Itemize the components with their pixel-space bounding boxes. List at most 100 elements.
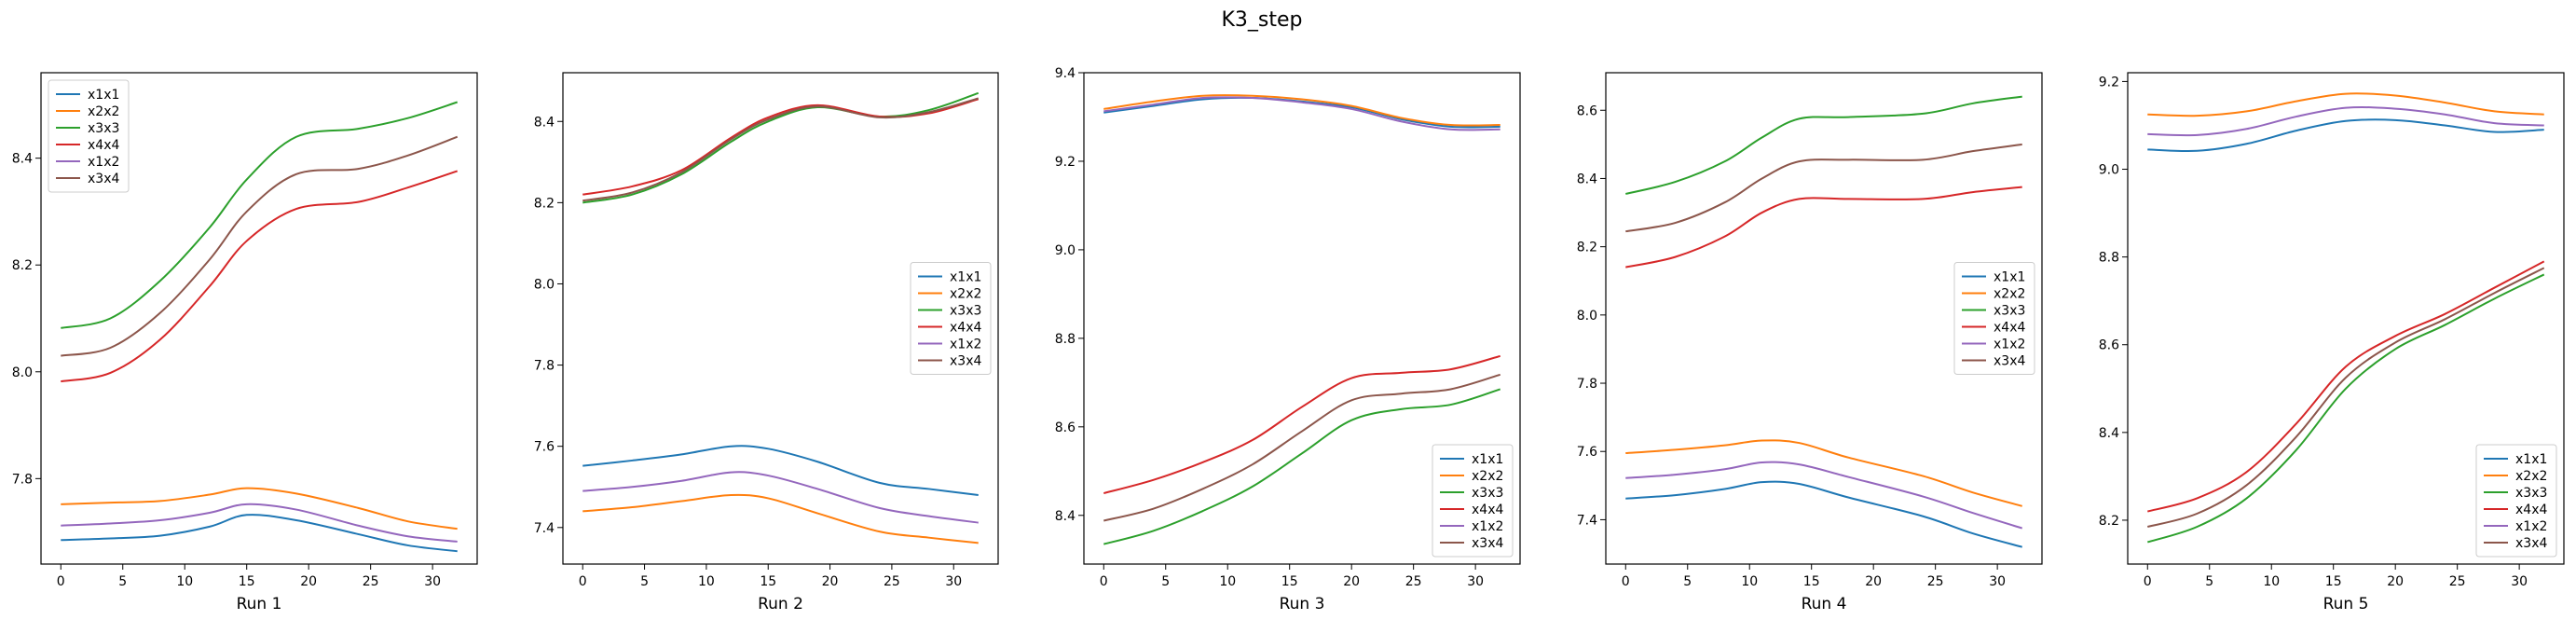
legend-label-x2x2: x2x2 (88, 104, 119, 119)
x-tick-label: 10 (698, 574, 715, 589)
legend-box (2475, 444, 2557, 558)
series-line-x2x2 (61, 487, 458, 530)
legend-label-x3x4: x3x4 (1472, 536, 1503, 551)
y-tick-label: 8.6 (1577, 103, 1597, 118)
x-axis-label: Run 5 (2323, 595, 2369, 613)
series-line-x3x4 (1625, 143, 2022, 233)
x-tick-label: 5 (1161, 574, 1170, 589)
x-tick-label: 25 (2449, 574, 2466, 589)
legend-label-x1x2: x1x2 (2515, 519, 2547, 534)
series-line-x3x3 (1625, 95, 2022, 195)
x-tick-label: 20 (1343, 574, 1360, 589)
x-tick-label: 30 (1989, 574, 2006, 589)
figure-title: K3_step (1221, 8, 1302, 32)
y-tick-label: 8.2 (534, 196, 555, 211)
y-tick-label: 9.4 (1055, 66, 1076, 81)
legend: x1x1 x2x2 x3x3 x4x4 x1x2 x3x4 (2475, 444, 2557, 558)
series-line-x1x1 (2147, 118, 2544, 152)
legend-label-x2x2: x2x2 (2515, 469, 2547, 484)
series-line-x2x2 (1625, 439, 2022, 507)
series-lines (2146, 92, 2545, 544)
legend-label-x4x4: x4x4 (2515, 503, 2547, 517)
series-lines (1103, 94, 1501, 545)
x-tick-label: 25 (1927, 574, 1944, 589)
axes-frame (1083, 72, 1521, 565)
y-tick-label: 7.8 (534, 359, 555, 374)
y-tick-label: 8.0 (1577, 309, 1597, 324)
y-tick-label: 8.8 (1055, 332, 1076, 347)
x-tick-label: 0 (579, 574, 587, 589)
x-tick-label: 15 (1281, 574, 1298, 589)
legend-label-x3x3: x3x3 (950, 304, 981, 319)
legend-label-x1x2: x1x2 (88, 155, 119, 170)
series-line-x1x2 (61, 503, 458, 543)
y-tick-label: 8.2 (2099, 514, 2119, 529)
series-line-x1x2 (1625, 461, 2023, 530)
legend-label-x1x2: x1x2 (1994, 338, 2025, 352)
series-line-x3x4 (2147, 267, 2545, 528)
series-line-x2x2 (1103, 94, 1500, 127)
x-tick-label: 15 (1803, 574, 1820, 589)
series-line-x4x4 (2147, 260, 2545, 513)
y-tick-label: 9.2 (1055, 155, 1076, 170)
legend-label-x3x4: x3x4 (2515, 536, 2547, 551)
y-tick-label: 7.4 (534, 521, 555, 536)
x-tick-label: 15 (760, 574, 776, 589)
legend-label-x3x4: x3x4 (88, 172, 119, 186)
series-line-x1x1 (1625, 480, 2022, 548)
y-tick-label: 7.6 (1577, 445, 1597, 460)
x-tick-label: 15 (239, 574, 255, 589)
x-tick-label: 5 (118, 574, 127, 589)
axes-frame (562, 72, 999, 565)
legend-label-x2x2: x2x2 (1472, 469, 1503, 484)
x-tick-label: 30 (1467, 574, 1484, 589)
legend-label-x1x1: x1x1 (1994, 270, 2025, 285)
series-lines (582, 91, 980, 544)
y-tick-label: 7.8 (1577, 377, 1597, 392)
series-line-x3x4 (582, 97, 980, 202)
x-axis-label: Run 4 (1802, 595, 1847, 613)
axes-frame (1605, 72, 2043, 565)
y-tick-label: 8.8 (2099, 251, 2119, 266)
y-tick-label: 8.2 (12, 258, 33, 273)
legend-label-x3x4: x3x4 (950, 354, 981, 369)
series-line-x1x1 (582, 445, 979, 496)
series-line-x1x2 (582, 471, 979, 524)
legend-label-x1x2: x1x2 (1472, 519, 1503, 534)
x-tick-label: 5 (2205, 574, 2213, 589)
x-tick-label: 0 (1622, 574, 1630, 589)
y-tick-label: 9.2 (2099, 75, 2119, 90)
series-line-x1x2 (2147, 106, 2544, 137)
legend-label-x3x4: x3x4 (1994, 354, 2025, 369)
x-tick-label: 5 (1683, 574, 1692, 589)
series-line-x3x4 (61, 135, 459, 357)
legend-label-x3x3: x3x3 (2515, 486, 2547, 501)
x-tick-label: 20 (300, 574, 317, 589)
legend-label-x3x3: x3x3 (1472, 486, 1503, 501)
axes-frame (40, 72, 478, 565)
series-lines (61, 101, 459, 553)
x-tick-label: 0 (2144, 574, 2152, 589)
legend-box (1953, 262, 2035, 375)
x-tick-label: 30 (945, 574, 962, 589)
x-tick-label: 25 (363, 574, 379, 589)
series-lines (1625, 95, 2023, 548)
y-tick-label: 8.6 (1055, 420, 1076, 435)
x-tick-label: 0 (57, 574, 65, 589)
x-tick-label: 5 (640, 574, 649, 589)
legend-label-x1x1: x1x1 (2515, 452, 2547, 467)
series-line-x2x2 (582, 493, 979, 544)
y-tick-label: 9.0 (2099, 163, 2119, 178)
legend-label-x1x2: x1x2 (950, 338, 981, 352)
legend-label-x3x3: x3x3 (1994, 304, 2025, 319)
legend-label-x1x1: x1x1 (88, 88, 119, 103)
x-tick-label: 20 (1865, 574, 1882, 589)
